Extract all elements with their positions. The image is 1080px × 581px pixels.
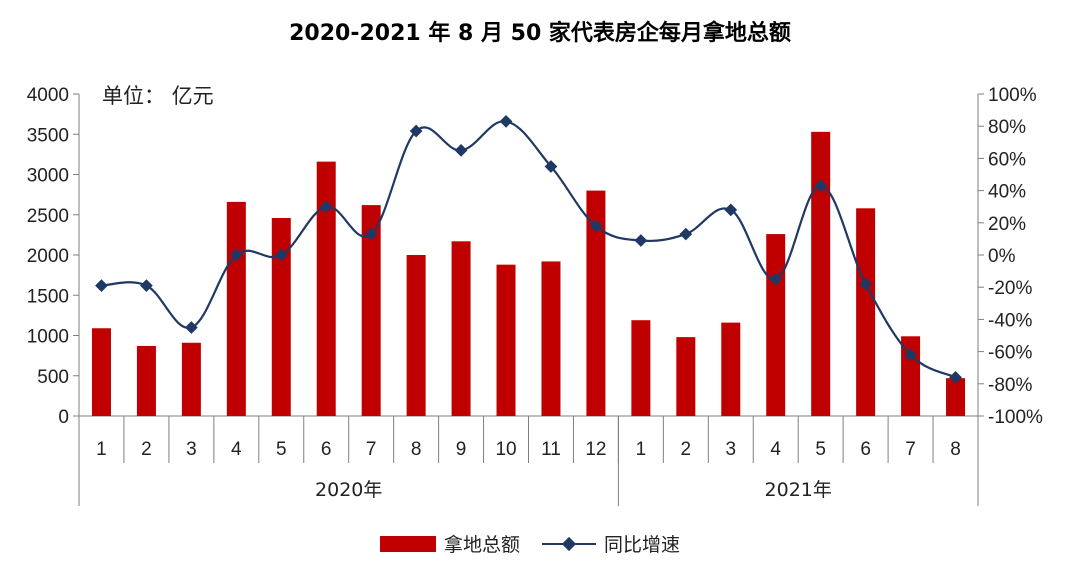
growth-point [185, 321, 198, 334]
left-tick-label: 4000 [27, 85, 69, 106]
right-axis-ticks: -100% -80% -60% -40% -20% 0% 20% 40% 60% 80% 100% [978, 85, 1043, 428]
category-label: 4 [770, 439, 781, 460]
growth-point [499, 115, 513, 128]
category-label: 7 [905, 439, 916, 460]
growth-point [140, 279, 153, 292]
category-label: 4 [231, 439, 242, 460]
category-label: 5 [815, 439, 826, 460]
left-tick-label: 500 [37, 367, 69, 388]
left-tick-label: 0 [58, 407, 69, 428]
bar [406, 255, 426, 416]
category-label: 2 [681, 439, 692, 460]
year-label: 2021年 [765, 479, 832, 501]
right-tick-label: -100% [988, 407, 1043, 428]
bar [856, 208, 876, 416]
right-tick-label: 80% [988, 117, 1026, 138]
bar [91, 328, 111, 416]
category-label: 12 [585, 439, 606, 460]
legend-bar-label: 拿地总额 [444, 533, 520, 556]
category-label: 8 [411, 439, 422, 460]
bar [226, 201, 246, 416]
bar [631, 320, 651, 416]
growth-point [319, 200, 333, 214]
category-labels: 1 2 3 4 5 6 7 8 9 10 11 12 1 2 3 4 5 6 7 8 [96, 416, 961, 463]
legend: 拿地总额 同比增速 [380, 533, 680, 556]
bar [271, 217, 291, 416]
growth-point [229, 248, 243, 262]
bar [316, 161, 336, 416]
left-tick-label: 2000 [27, 246, 69, 267]
growth-point [95, 279, 108, 292]
right-tick-label: 60% [988, 149, 1026, 170]
category-label: 1 [96, 439, 107, 460]
category-label: 6 [321, 439, 332, 460]
category-label: 6 [860, 439, 871, 460]
right-tick-label: -60% [988, 343, 1032, 364]
growth-point [679, 227, 693, 241]
right-tick-label: 20% [988, 214, 1026, 235]
bar [676, 337, 696, 416]
legend-line-marker [561, 536, 577, 552]
left-tick-label: 2500 [27, 206, 69, 227]
growth-point [454, 143, 468, 157]
right-tick-label: 40% [988, 182, 1026, 203]
year-label: 2020年 [315, 479, 382, 501]
growth-point [634, 234, 648, 247]
bar [946, 378, 966, 416]
category-label: 3 [186, 439, 197, 460]
bar [361, 205, 381, 416]
left-axis-ticks: 0 500 1000 1500 2000 2500 3000 3500 4000 [27, 85, 79, 428]
bar [586, 190, 606, 416]
bar [541, 261, 561, 416]
left-tick-label: 3000 [27, 166, 69, 187]
category-label: 9 [456, 439, 467, 460]
bar [496, 264, 516, 416]
legend-bar-swatch [380, 536, 436, 552]
chart-title: 2020-2021 年 8 月 50 家代表房企每月拿地总额 [289, 20, 791, 46]
category-label: 7 [366, 439, 377, 460]
unit-label: 单位： 亿元 [102, 84, 214, 108]
left-tick-label: 3500 [27, 125, 69, 146]
category-label: 2 [141, 439, 152, 460]
category-label: 10 [495, 439, 516, 460]
right-tick-label: -80% [988, 375, 1032, 396]
left-tick-label: 1000 [27, 327, 69, 348]
growth-point [409, 124, 423, 138]
bar [451, 241, 471, 416]
bar [136, 345, 156, 416]
category-label: 8 [950, 439, 961, 460]
category-label: 1 [636, 439, 647, 460]
bar [181, 342, 201, 416]
legend-line-label: 同比增速 [604, 534, 680, 556]
bar [766, 234, 786, 416]
growth-point [364, 227, 378, 241]
right-tick-label: -40% [988, 310, 1032, 331]
category-label: 5 [276, 439, 287, 460]
right-tick-label: -20% [988, 278, 1032, 299]
line-series [95, 115, 962, 384]
category-label: 3 [725, 439, 736, 460]
right-tick-label: 0% [988, 246, 1016, 267]
growth-point [274, 248, 288, 262]
category-label: 11 [541, 439, 561, 460]
year-labels: 2020年 2021年 [315, 416, 832, 506]
right-tick-label: 100% [988, 85, 1037, 106]
bar [811, 131, 831, 416]
bar [721, 322, 741, 416]
left-tick-label: 1500 [27, 286, 69, 307]
